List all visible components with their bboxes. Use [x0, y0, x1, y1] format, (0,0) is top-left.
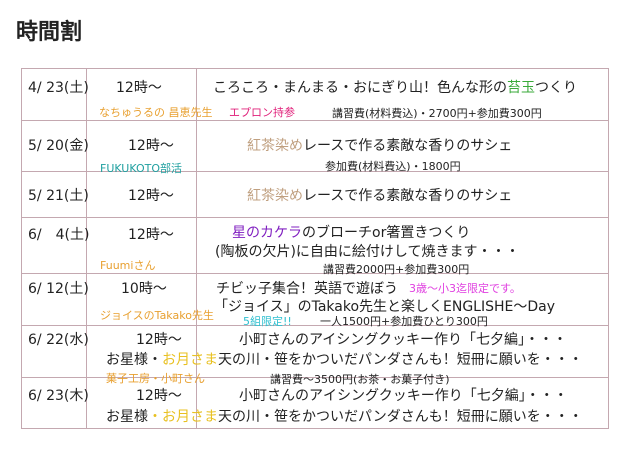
- event-title: 小町さんのアイシングクッキー作り「七夕編」・・・: [239, 332, 568, 348]
- divider: [21, 428, 609, 429]
- age-limit-note: 3歳～小3迄限定です。: [409, 282, 521, 295]
- event-description: (陶板の欠片)に自由に絵付けして焼きます・・・: [215, 244, 520, 260]
- title-text: のブローチor箸置きつくり: [302, 225, 471, 241]
- title-highlight: 紅茶染め: [247, 188, 303, 204]
- event-title: 小町さんのアイシングクッキー作り「七夕編」・・・: [239, 388, 568, 404]
- title-text: レースで作る素敵な香りのサシェ: [303, 138, 513, 154]
- title-text: つくり: [535, 80, 577, 96]
- time: 12時～: [128, 227, 174, 243]
- teacher: FUKUKOTO部活: [100, 162, 182, 175]
- event-title: 紅茶染めレースで作る素敵な香りのサシェ: [247, 185, 512, 205]
- note: エプロン持参: [229, 106, 295, 119]
- teacher: ジョイスのTakako先生: [100, 309, 214, 322]
- divider: [21, 68, 22, 428]
- divider: [21, 68, 609, 69]
- event-description: お星様・お月さま天の川・笹をかついだパンダさんも！短冊に願いを・・・: [106, 349, 583, 369]
- fee: 講習費(材料費込)・2700円+参加費300円: [332, 107, 542, 120]
- time: 12時～: [136, 388, 182, 404]
- event-description: お星様・お月さま天の川・笹をかついだパンダさんも！短冊に願いを・・・: [106, 406, 583, 426]
- teacher: なちゅうるの 昌恵先生: [99, 106, 213, 119]
- date: 4/ 23(土): [28, 80, 89, 96]
- date: 6/ 12(土): [28, 281, 89, 297]
- time: 12時～: [136, 332, 182, 348]
- title-text: ころころ・まんまる・おにぎり山！色んな形の: [213, 80, 507, 96]
- date: 5/ 21(土): [28, 188, 89, 204]
- event-description: 「ジョイス」のTakako先生と楽しくENGLISHE～Day: [214, 299, 556, 315]
- date: 5/ 20(金): [28, 138, 89, 154]
- event-title: 星のカケラのブローチor箸置きつくり: [232, 222, 470, 242]
- divider: [21, 217, 609, 218]
- divider: [21, 325, 609, 326]
- title-highlight: 紅茶染め: [247, 138, 303, 154]
- date: 6/ 4(土): [28, 227, 90, 243]
- title-highlight: 星のカケラ: [232, 225, 302, 241]
- time: 12時～: [128, 138, 174, 154]
- event-title: 紅茶染めレースで作る素敵な香りのサシェ: [247, 135, 512, 155]
- divider: [21, 171, 609, 172]
- time: 10時～: [121, 281, 167, 297]
- desc-text: お星様: [106, 409, 148, 425]
- page-title: 時間割: [16, 20, 83, 45]
- event-title: チビッ子集合！英語で遊ぼう: [216, 281, 398, 297]
- desc-text: 天の川・笹をかついだパンダさんも！短冊に願いを・・・: [218, 352, 583, 368]
- time: 12時～: [128, 188, 174, 204]
- fee: 講習費2000円+参加費300円: [323, 263, 470, 276]
- divider: [608, 68, 609, 428]
- desc-text: お星様・: [106, 352, 162, 368]
- desc-highlight: お月さま: [162, 352, 218, 368]
- time: 12時～: [116, 80, 162, 96]
- divider: [86, 68, 87, 428]
- date: 6/ 22(水): [28, 332, 89, 348]
- divider: [21, 273, 609, 274]
- teacher: 菓子工房・小町さん: [106, 372, 205, 385]
- fee: 講習費～3500円(お茶・お菓子付き): [270, 373, 450, 386]
- divider: [21, 377, 609, 378]
- limit-note: 5組限定!!: [243, 315, 292, 328]
- fee: 一人1500円+参加費ひとり300円: [320, 315, 488, 328]
- date: 6/ 23(木): [28, 388, 89, 404]
- event-title: ころころ・まんまる・おにぎり山！色んな形の苔玉つくり: [213, 77, 577, 97]
- divider: [21, 120, 609, 121]
- teacher: Fuumiさん: [100, 259, 156, 272]
- title-text: レースで作る素敵な香りのサシェ: [303, 188, 513, 204]
- divider: [196, 68, 197, 428]
- desc-text: 天の川・笹をかついだパンダさんも！短冊に願いを・・・: [218, 409, 583, 425]
- title-highlight: 苔玉: [507, 80, 535, 96]
- fee: 参加費(材料費込)・1800円: [325, 160, 461, 173]
- desc-highlight: ・お月さま: [148, 409, 218, 425]
